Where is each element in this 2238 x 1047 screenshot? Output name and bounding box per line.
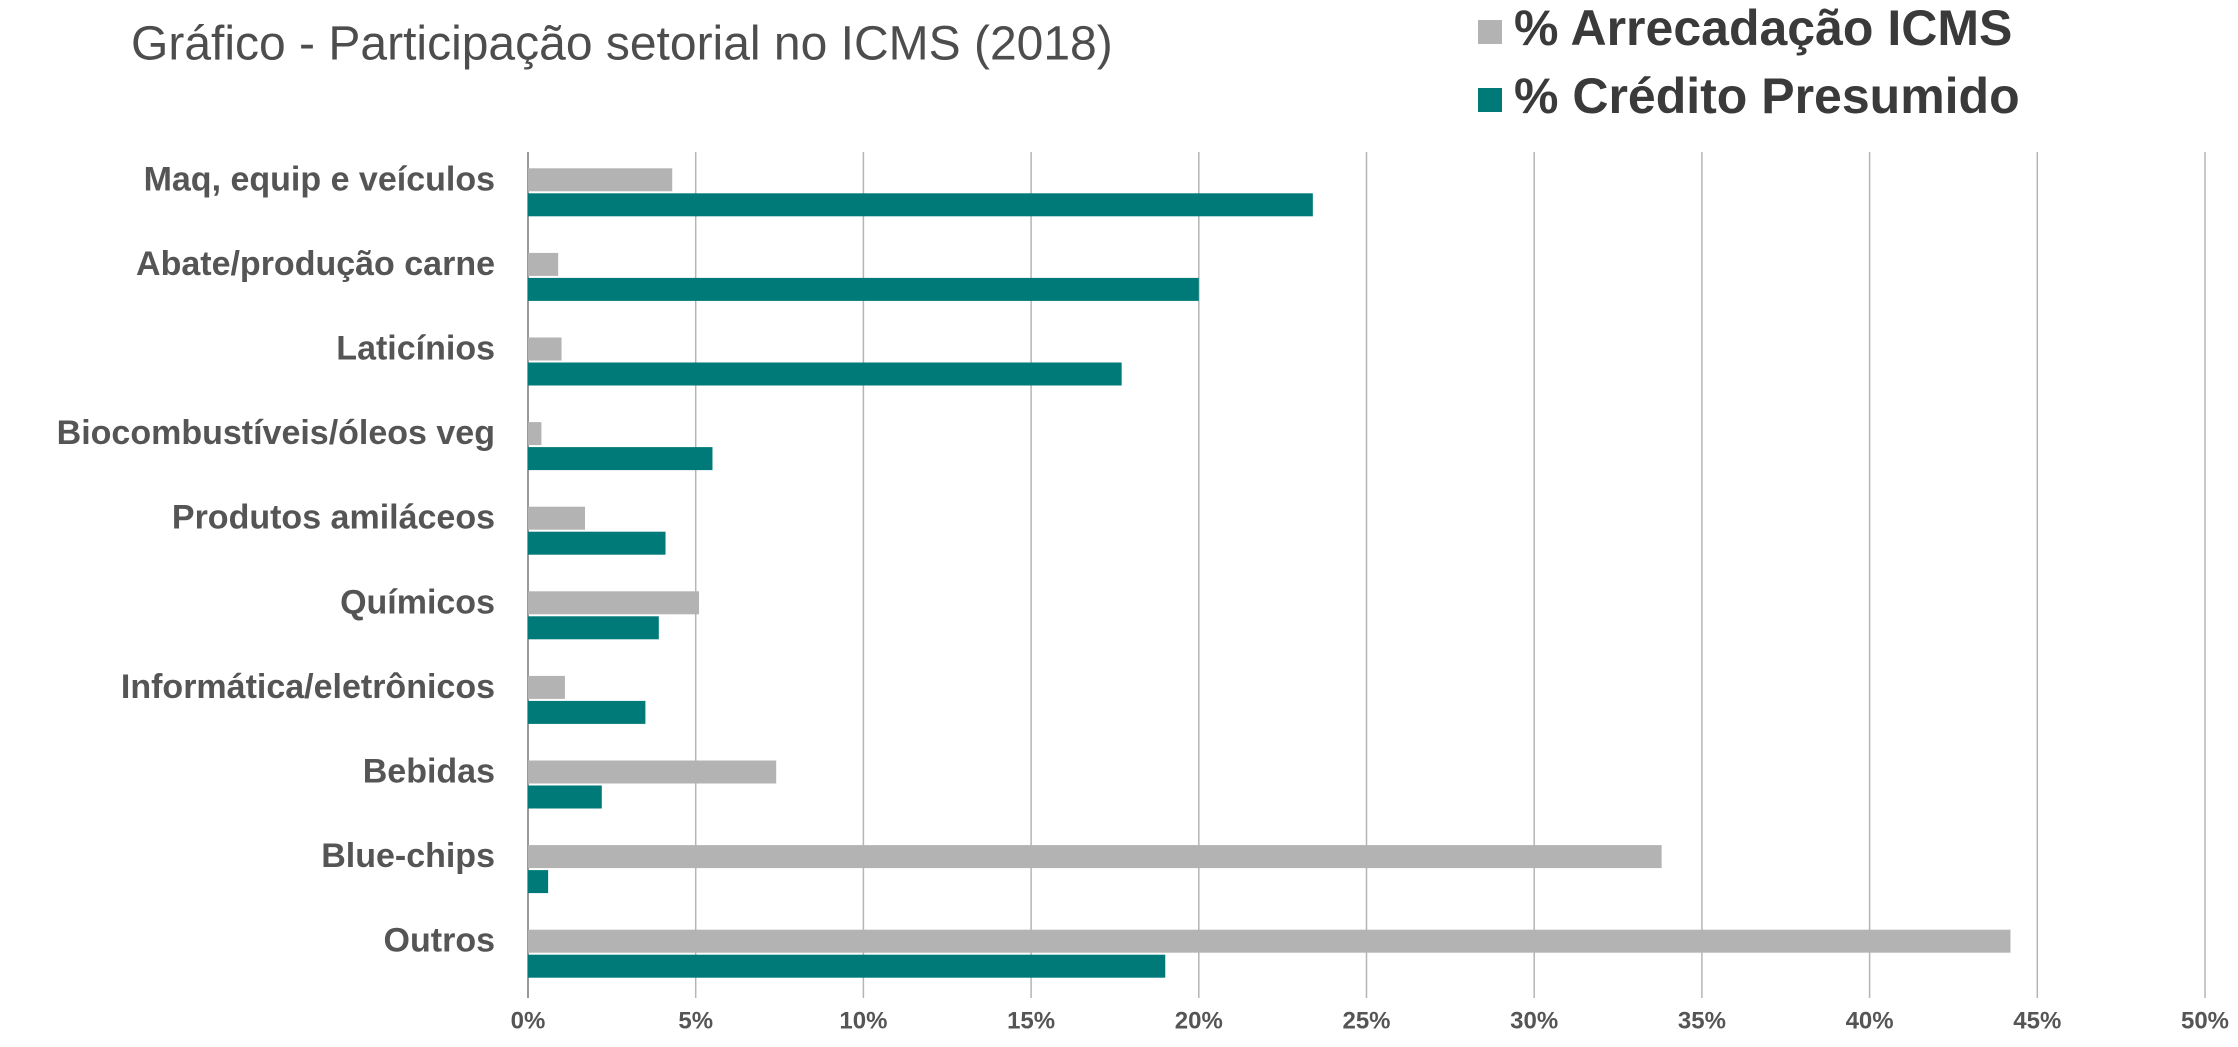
y-tick-label: Maq, equip e veículos bbox=[144, 160, 495, 198]
chart-title: Gráfico - Participação setorial no ICMS … bbox=[131, 18, 1113, 71]
x-tick-label: 0% bbox=[511, 1007, 546, 1034]
bar bbox=[528, 506, 586, 530]
legend-swatch bbox=[1478, 20, 1502, 44]
legend-swatch bbox=[1478, 88, 1502, 112]
x-tick-label: 40% bbox=[1846, 1007, 1894, 1034]
bar bbox=[528, 531, 666, 555]
bar bbox=[528, 870, 549, 894]
bar bbox=[528, 447, 713, 471]
y-tick-label: Biocombustíveis/óleos veg bbox=[57, 414, 495, 452]
bar bbox=[528, 785, 602, 809]
y-tick-label: Abate/produção carne bbox=[136, 245, 495, 283]
bar bbox=[528, 616, 659, 640]
bar bbox=[528, 168, 673, 192]
bar bbox=[528, 760, 777, 784]
x-tick-label: 5% bbox=[678, 1007, 713, 1034]
x-tick-label: 35% bbox=[1678, 1007, 1726, 1034]
bar bbox=[528, 929, 2011, 953]
bar bbox=[528, 337, 562, 361]
y-tick-label: Outros bbox=[384, 922, 495, 960]
x-tick-label: 50% bbox=[2181, 1007, 2229, 1034]
bar bbox=[528, 193, 1313, 217]
x-tick-label: 30% bbox=[1510, 1007, 1558, 1034]
bar bbox=[528, 845, 1662, 869]
y-tick-label: Produtos amiláceos bbox=[172, 499, 495, 537]
bar bbox=[528, 252, 559, 276]
bar bbox=[528, 422, 542, 446]
bar bbox=[528, 954, 1166, 978]
x-tick-label: 10% bbox=[839, 1007, 887, 1034]
bar bbox=[528, 362, 1122, 386]
x-tick-label: 25% bbox=[1342, 1007, 1390, 1034]
legend-label: % Arrecadação ICMS bbox=[1514, 0, 2012, 56]
x-tick-label: 45% bbox=[2013, 1007, 2061, 1034]
bar bbox=[528, 675, 565, 699]
bar bbox=[528, 591, 700, 615]
y-tick-label: Blue-chips bbox=[321, 837, 495, 875]
bar bbox=[528, 277, 1199, 301]
legend-label: % Crédito Presumido bbox=[1514, 68, 2020, 124]
y-tick-label: Informática/eletrônicos bbox=[121, 668, 495, 706]
y-tick-label: Bebidas bbox=[363, 752, 495, 790]
bar bbox=[528, 700, 646, 724]
y-tick-label: Laticínios bbox=[336, 329, 495, 367]
x-tick-label: 20% bbox=[1175, 1007, 1223, 1034]
x-tick-label: 15% bbox=[1007, 1007, 1055, 1034]
y-tick-label: Químicos bbox=[340, 583, 495, 621]
